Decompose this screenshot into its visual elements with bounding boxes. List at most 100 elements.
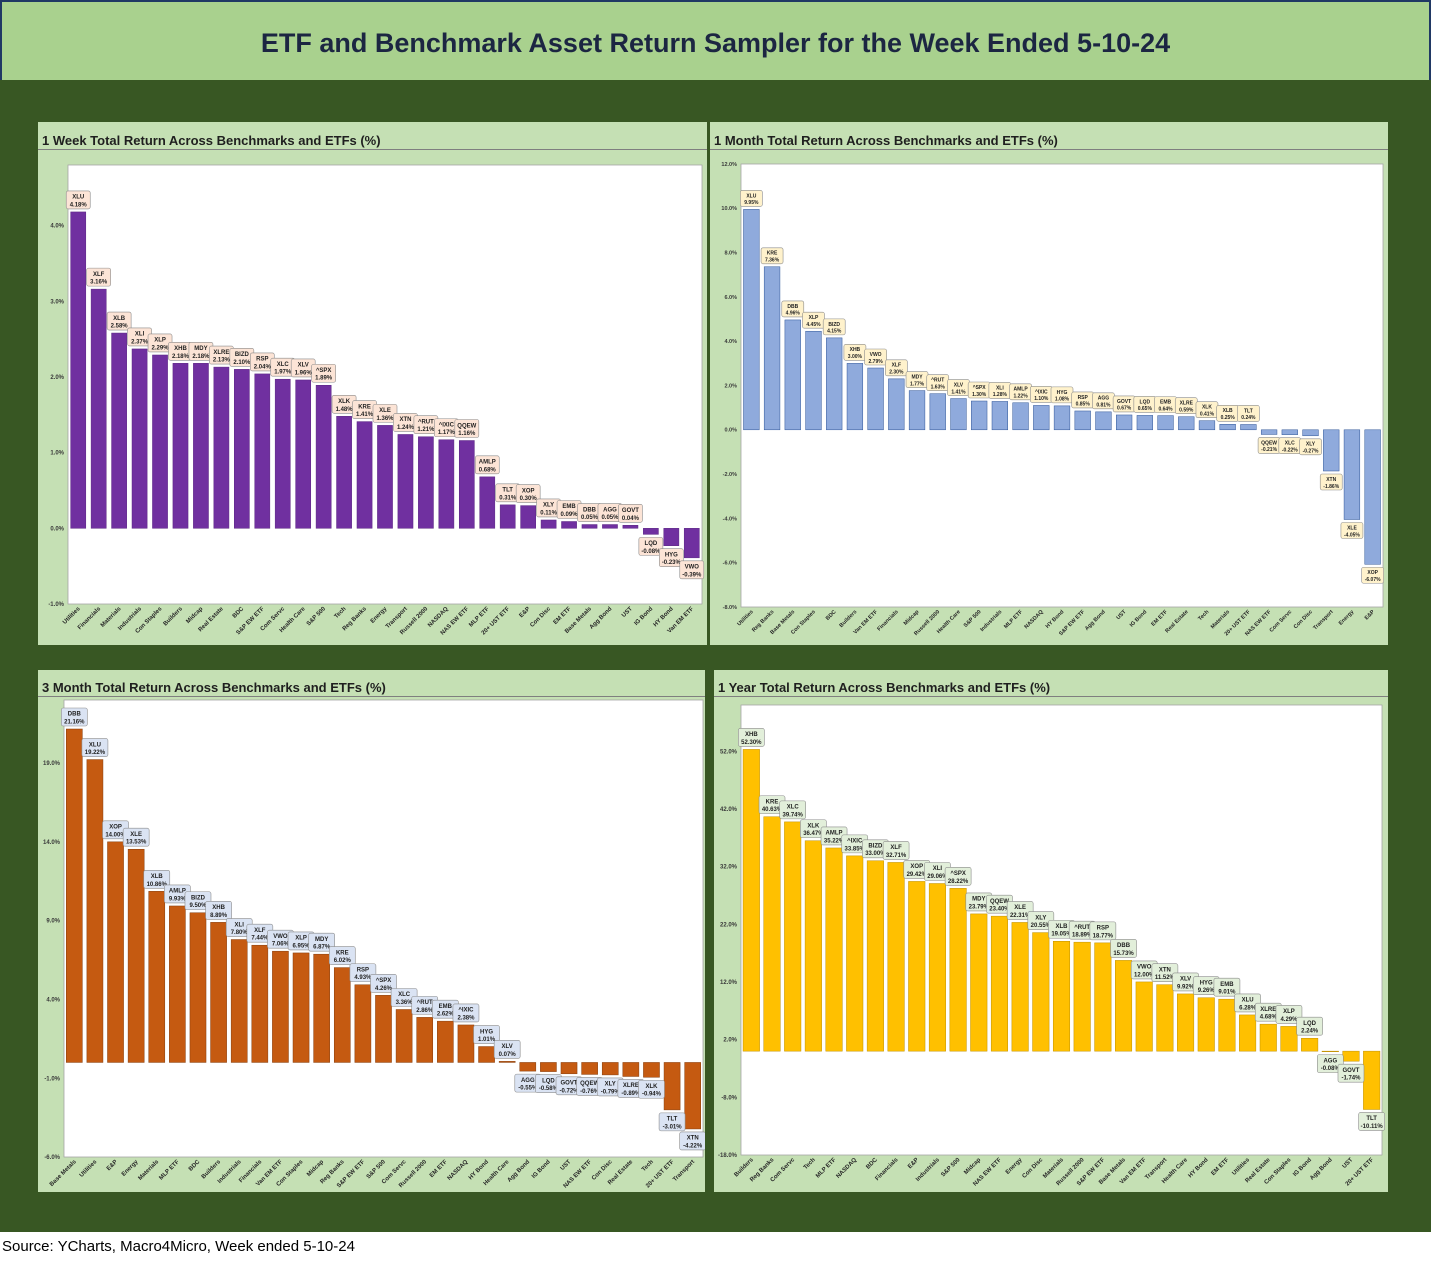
x-tick-label: EM ETF [1150, 609, 1169, 628]
data-label-value: 0.68% [479, 467, 497, 473]
data-label-value: -1.86% [1323, 484, 1339, 490]
data-label-ticker: MDY [972, 897, 985, 903]
data-label-ticker: TLT [1244, 408, 1253, 414]
data-label-value: 4.15% [827, 329, 842, 335]
bar-s-p-ew-etf [1074, 410, 1091, 431]
data-label-ticker: LQD [1303, 1021, 1316, 1027]
y-tick-label: -1.0% [48, 602, 64, 608]
bar-mlp-etf [1012, 402, 1029, 431]
x-tick-label: BDC [825, 609, 838, 622]
chart-title: 1 Week Total Return Across Benchmarks an… [38, 122, 707, 150]
data-label-value: 21.16% [64, 719, 85, 725]
data-label-s-p-500: ^SPX 28.22% [944, 867, 972, 886]
data-label-value: -0.76% [580, 1089, 600, 1095]
x-tick-label: NASDAQ [1024, 609, 1046, 631]
bar-s-p-500 [971, 400, 988, 431]
data-label-ticker: VWO [273, 934, 288, 940]
data-label-ticker: XLP [809, 315, 819, 321]
bar-ust [1342, 1050, 1360, 1062]
data-label-transport: XTN-1.86% [1319, 473, 1343, 491]
y-tick-label: 12.0% [721, 162, 737, 168]
data-label-ticker: XLV [954, 382, 964, 388]
x-tick-label: HY Bond [1045, 609, 1066, 630]
data-label-ticker: XLY [1306, 442, 1316, 448]
data-label-value: 29.42% [907, 872, 928, 878]
bar-transport [1323, 429, 1340, 472]
data-label-value: 9.01% [1218, 990, 1236, 996]
data-label-box [882, 841, 910, 860]
y-tick-label: 10.0% [721, 206, 737, 212]
bar-em-etf [437, 1020, 454, 1063]
x-tick-label: S&P 500 [963, 609, 983, 629]
bar-midcap [970, 913, 988, 1052]
bar-e-p [908, 881, 926, 1052]
data-label-ust: GOVT 0.04% [618, 503, 643, 523]
data-label-value: 0.05% [601, 515, 619, 521]
data-label-value: -0.22% [1282, 447, 1298, 453]
data-label-ticker: XLV [1180, 977, 1191, 983]
data-label-ticker: XLF [890, 845, 902, 851]
data-label-ticker: LQD [645, 541, 658, 547]
x-tick-label: UST [1116, 609, 1128, 621]
bar-s-p-500 [949, 888, 967, 1052]
data-label-value: 9.95% [744, 200, 759, 206]
data-label-value: 33.85% [845, 846, 866, 852]
data-label-value: 18.89% [1072, 933, 1093, 939]
data-label-box [1299, 438, 1322, 456]
bar-con-disc [1302, 429, 1319, 437]
data-label-ticker: AMLP [479, 460, 496, 466]
data-label-value: 13.53% [126, 840, 147, 846]
data-label-ticker: EMB [439, 1004, 453, 1010]
bar-van-em-etf [272, 950, 289, 1063]
data-label-ticker: RSP [256, 357, 268, 363]
y-tick-label: 4.0% [50, 224, 64, 230]
data-label-midcap: MDY 2.18% [188, 342, 214, 361]
data-label-value: 0.04% [622, 516, 640, 522]
chart-title: 3 Month Total Return Across Benchmarks a… [38, 670, 705, 697]
data-label-box [779, 800, 806, 820]
data-label-value: 15.73% [1113, 951, 1134, 957]
data-label-energy: XLE 1.36% [372, 404, 398, 423]
data-label-ticker: XLP [154, 338, 166, 344]
data-label-box [1358, 1112, 1385, 1131]
x-tick-label: Materials [138, 1159, 161, 1182]
data-label-ticker: XLV [502, 1044, 513, 1050]
data-label-financials: XLF 3.16% [86, 267, 111, 287]
bar-builders [742, 749, 760, 1052]
data-label-box [143, 870, 171, 889]
data-label-s-p-500: ^SPX 4.26% [370, 974, 397, 993]
data-label-ticker: EMB [1160, 400, 1172, 406]
data-label-box [760, 247, 784, 265]
bar-ust [560, 1062, 578, 1075]
x-tick-label: MLP ETF [1003, 609, 1024, 630]
data-label-transport: XTN-4.22% [679, 1131, 705, 1151]
x-tick-label: BDC [865, 1157, 879, 1171]
data-label-value: 32.71% [886, 853, 907, 859]
data-label-ticker: XHB [850, 347, 861, 353]
data-label-midcap: MDY 6.87% [308, 932, 335, 952]
data-label-van-em-etf: VWO-0.39% [679, 560, 705, 580]
data-label-value: 1.16% [458, 431, 476, 437]
data-label-box [740, 190, 763, 207]
y-tick-label: 4.0% [46, 998, 60, 1004]
data-label-ticker: XLC [787, 805, 800, 811]
data-label-ticker: HYG [1057, 390, 1068, 396]
bar-reg-banks [763, 266, 781, 431]
x-tick-label: Tech [641, 1159, 655, 1173]
data-label-ticker: AGG [521, 1078, 535, 1084]
x-tick-label: Builders [163, 606, 185, 628]
data-label-ticker: TLT [502, 488, 513, 494]
x-tick-label: Midcap [306, 1159, 325, 1178]
y-tick-label: 1.0% [50, 451, 64, 457]
source-note: Source: YCharts, Macro4Micro, Week ended… [2, 1238, 355, 1255]
data-label-health-care: XLV 0.07% [493, 1040, 521, 1059]
data-label-hy-bond: HYG 1.01% [473, 1025, 500, 1044]
data-label-value: 2.24% [1301, 1029, 1319, 1035]
